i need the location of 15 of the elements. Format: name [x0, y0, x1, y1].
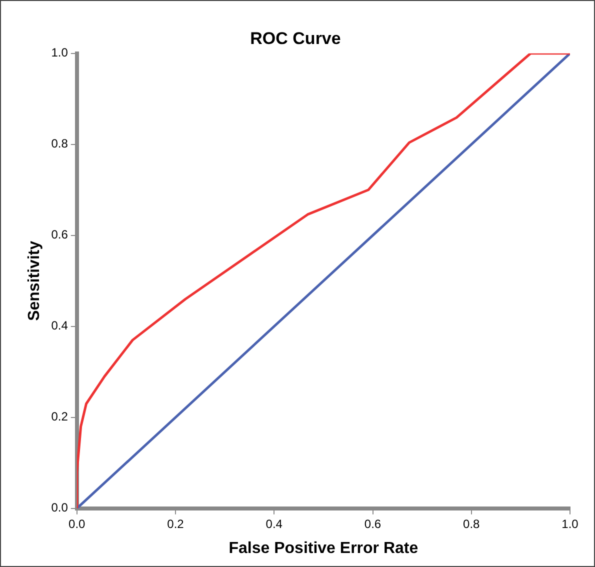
x-tick-label: 1.0 [562, 516, 579, 531]
x-tick-label: 0.8 [463, 516, 480, 531]
x-tick-label: 0.2 [167, 516, 184, 531]
y-tick-label: 0.6 [51, 228, 68, 242]
y-tick-label: 0.0 [51, 500, 68, 515]
y-tick-label: 0.8 [51, 136, 68, 151]
x-tick-label: 0.0 [68, 516, 86, 531]
x-axis-title: False Positive Error Rate [228, 540, 418, 557]
x-tick-label: 0.6 [364, 516, 382, 531]
chart-title: ROC Curve [250, 28, 341, 48]
y-axis-title: Sensitivity [26, 240, 44, 321]
y-tick-label: 0.4 [51, 318, 68, 333]
y-tick-label: 1.0 [51, 46, 68, 60]
y-tick-label: 0.2 [51, 410, 68, 424]
x-tick-label: 0.4 [266, 516, 283, 531]
